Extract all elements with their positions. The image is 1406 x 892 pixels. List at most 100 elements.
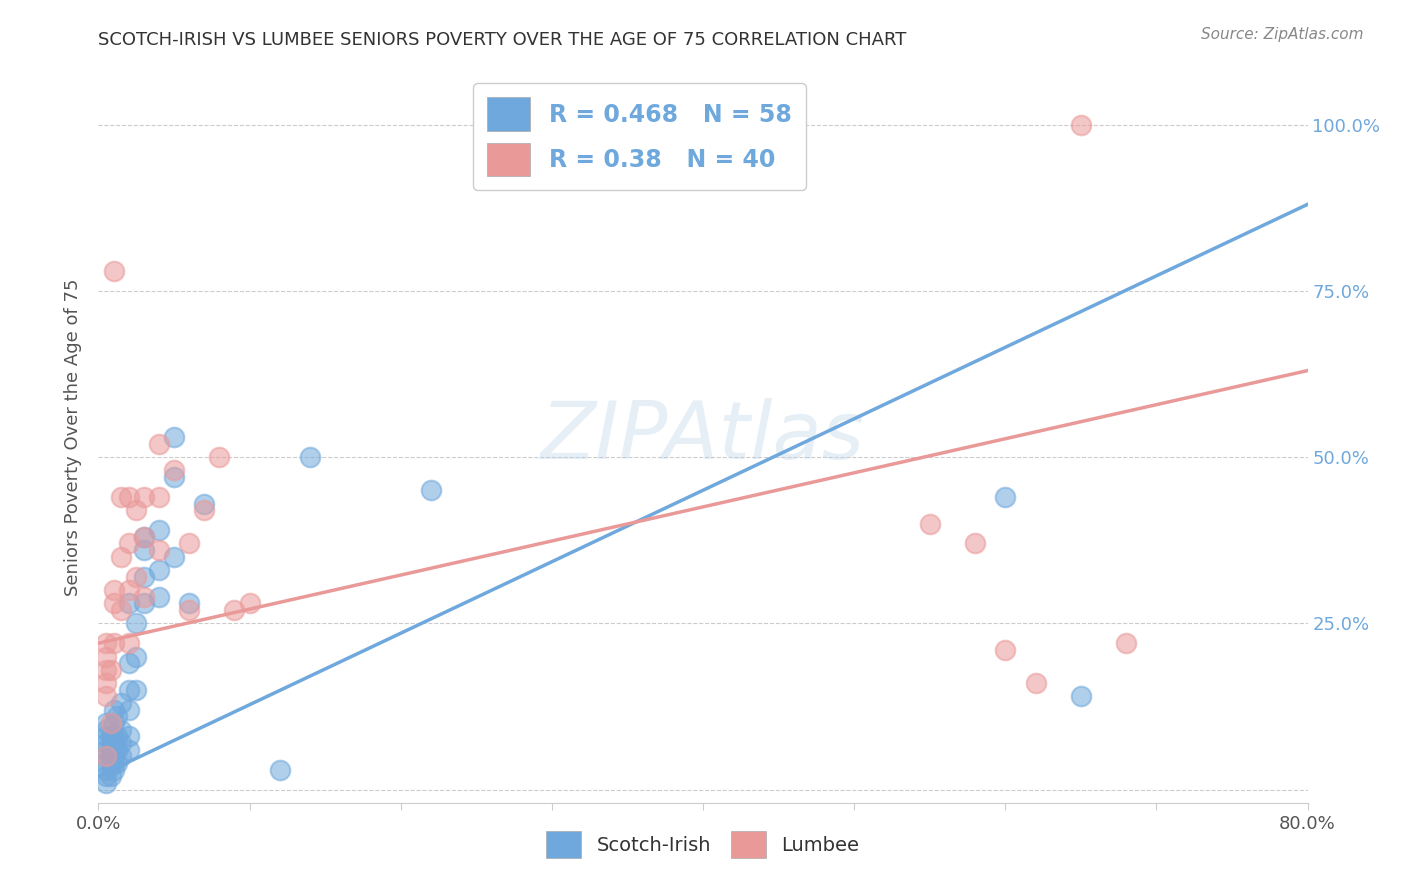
Point [125,682,148,697]
Point [118,536,141,550]
Point [118,682,141,697]
Point [239,596,262,610]
Point [110,736,132,750]
Point [103,749,125,764]
Point [100,749,122,764]
Point [103,582,125,597]
Point [100,716,122,731]
Point [125,649,148,664]
Point [179,596,201,610]
Point [110,723,132,737]
Point [148,523,170,537]
Point [299,450,322,464]
Point [100,736,122,750]
Point [103,703,125,717]
Point [420,483,443,498]
Point [105,709,128,723]
Point [132,530,155,544]
Point [269,763,291,777]
Point [94,776,117,790]
Point [1024,676,1046,690]
Point [132,490,155,504]
Point [100,742,122,756]
Point [94,769,117,783]
Point [94,649,117,664]
Point [110,696,132,710]
Point [118,742,141,756]
Point [148,490,170,504]
Text: Source: ZipAtlas.com: Source: ZipAtlas.com [1201,27,1364,42]
Point [965,536,987,550]
Point [193,503,215,517]
Point [103,729,125,743]
Point [163,430,186,444]
Point [103,264,125,278]
Point [132,530,155,544]
Point [179,536,201,550]
Point [179,603,201,617]
Point [103,596,125,610]
Point [110,549,132,564]
Point [125,570,148,584]
Point [224,603,246,617]
Point [94,749,117,764]
Point [110,490,132,504]
Point [148,543,170,558]
Point [103,716,125,731]
Point [94,690,117,704]
Point [110,603,132,617]
Point [94,749,117,764]
Point [100,663,122,677]
Point [125,503,148,517]
Point [103,742,125,756]
Point [103,756,125,770]
Point [94,763,117,777]
Y-axis label: Seniors Poverty Over the Age of 75: Seniors Poverty Over the Age of 75 [65,278,83,596]
Point [100,756,122,770]
Point [103,736,125,750]
Point [132,543,155,558]
Point [118,490,141,504]
Point [163,470,186,484]
Point [94,736,117,750]
Legend: Scotch-Irish, Lumbee: Scotch-Irish, Lumbee [538,823,868,866]
Point [118,596,141,610]
Point [208,450,231,464]
Point [103,763,125,777]
Point [148,436,170,450]
Point [94,676,117,690]
Point [132,590,155,604]
Point [1115,636,1137,650]
Point [118,656,141,670]
Point [94,742,117,756]
Point [94,756,117,770]
Text: ZIPAtlas: ZIPAtlas [541,398,865,476]
Point [148,590,170,604]
Point [118,582,141,597]
Point [118,729,141,743]
Point [1070,118,1092,132]
Point [994,490,1017,504]
Point [132,570,155,584]
Point [132,596,155,610]
Point [163,463,186,477]
Point [118,703,141,717]
Point [100,769,122,783]
Point [193,497,215,511]
Point [94,663,117,677]
Point [105,756,128,770]
Point [103,636,125,650]
Point [118,636,141,650]
Point [148,563,170,577]
Point [94,723,117,737]
Point [125,616,148,631]
Point [94,729,117,743]
Point [105,742,128,756]
Point [163,549,186,564]
Point [105,729,128,743]
Point [918,516,941,531]
Point [994,643,1017,657]
Point [110,749,132,764]
Point [100,729,122,743]
Text: SCOTCH-IRISH VS LUMBEE SENIORS POVERTY OVER THE AGE OF 75 CORRELATION CHART: SCOTCH-IRISH VS LUMBEE SENIORS POVERTY O… [98,31,907,49]
